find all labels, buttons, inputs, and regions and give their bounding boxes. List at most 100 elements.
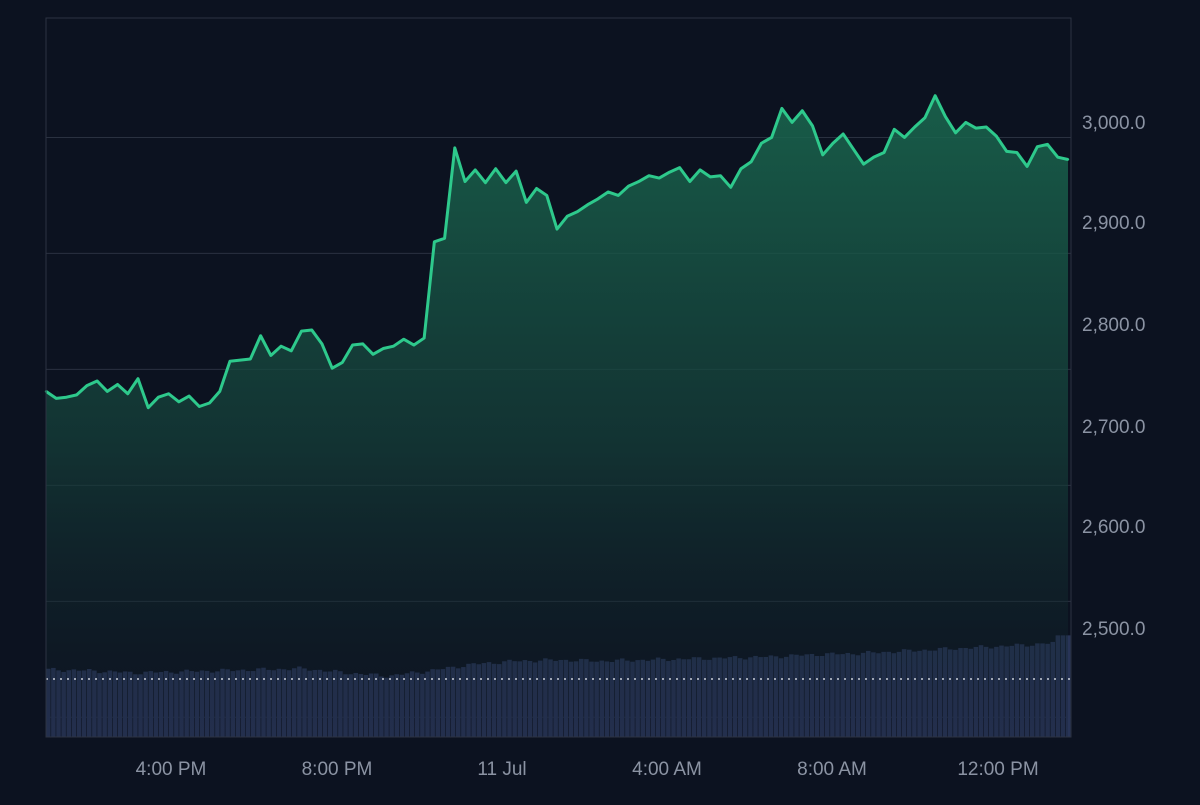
y-tick-label: 2,600.0 [1082,517,1145,538]
price-point [698,168,702,172]
price-point [678,166,681,169]
price-point [136,377,140,380]
price-point [187,394,191,398]
price-point [1015,151,1019,154]
price-point [709,175,712,179]
x-tick-label: 8:00 AM [797,759,867,780]
price-point [422,336,426,340]
plot-frame [45,17,1072,738]
y-tick-label: 2,500.0 [1082,619,1145,640]
price-point [249,357,252,361]
price-point [668,171,671,174]
price-point [310,328,313,332]
price-point [719,174,722,177]
price-point [65,396,68,399]
price-point [392,344,395,348]
price-point [259,334,262,337]
price-point [882,151,886,154]
price-point [116,383,119,386]
price-point [106,390,109,393]
price-point [954,131,957,135]
price-point [576,210,579,213]
price-point [545,194,548,197]
price-point [279,344,283,348]
price-point [923,116,927,119]
price-area-fill [46,95,1068,737]
price-point [627,184,630,188]
price-point [238,358,242,362]
price-point [167,392,170,395]
price-point [1005,150,1008,153]
price-point [320,342,324,346]
price-point [617,194,620,197]
x-tick-label: 4:00 AM [632,759,702,780]
y-tick-label: 2,800.0 [1082,315,1145,336]
price-point [729,186,732,189]
price-point [586,203,589,206]
price-point [474,168,477,172]
price-point [841,132,845,136]
price-area [44,94,1070,737]
y-tick-label: 2,700.0 [1082,417,1145,438]
price-point [126,392,129,395]
y-axis-labels: 3,000.0 2,900.0 2,800.0 2,700.0 2,600.0 … [1082,113,1145,640]
price-point [218,390,221,393]
price-point [208,401,211,405]
price-point [995,135,998,138]
price-point [453,146,456,150]
price-point [1025,165,1029,168]
price-point [290,349,293,353]
price-point [749,160,753,163]
price-point [688,180,692,183]
price-point [300,329,303,333]
price-point [535,187,538,190]
price-point [55,397,58,400]
price-point [872,155,876,159]
price-point [770,136,773,139]
price-point [780,107,784,110]
price-point [198,405,201,408]
x-tick-label: 12:00 PM [957,759,1038,780]
price-point [893,128,896,131]
price-point [637,180,640,183]
price-point [903,136,906,139]
y-tick-label: 3,000.0 [1082,113,1145,134]
price-point [157,396,160,399]
price-point [647,174,651,177]
price-point [821,153,824,157]
price-point [443,237,446,240]
price-point [606,190,610,194]
price-point [351,343,354,347]
price-point [95,379,99,383]
x-axis-labels: 4:00 PM 8:00 PM 11 Jul 4:00 AM 8:00 AM 1… [136,759,1039,780]
price-point [801,109,804,112]
price-point [525,201,528,204]
price-point [790,121,794,124]
x-tick-label: 8:00 PM [302,759,373,780]
price-point [361,342,365,346]
price-point [147,406,150,409]
price-point [944,115,947,118]
price-point [341,361,344,364]
x-tick-label: 11 Jul [477,759,526,780]
price-point [913,125,916,129]
price-point [269,354,273,357]
price-point [1066,158,1070,161]
price-point [1046,143,1049,146]
price-point [739,167,743,170]
volume-bar [1065,635,1071,737]
price-point [514,169,518,173]
price-point [831,142,835,145]
y-tick-label: 2,900.0 [1082,213,1145,234]
price-point [985,125,988,129]
price-point [596,197,600,201]
price-point [402,338,405,341]
price-point [852,147,855,151]
price-point [658,176,661,180]
price-point [75,393,78,397]
price-point [228,360,232,363]
price-point [862,162,865,166]
x-tick-label: 4:00 PM [136,759,207,780]
